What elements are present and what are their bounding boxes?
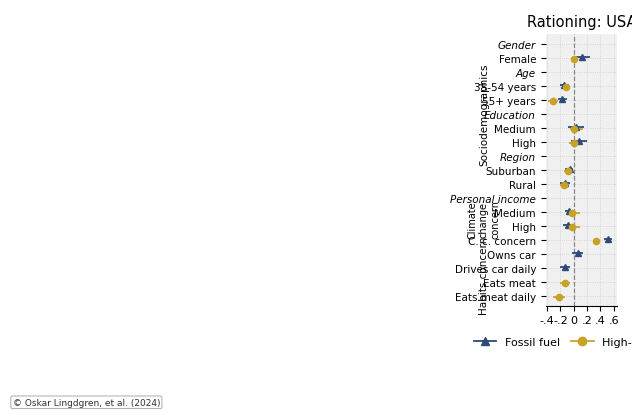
Text: Climate
change
concern: Climate change concern (467, 200, 501, 239)
Text: © Oskar Lingdgren, et al. (2024): © Oskar Lingdgren, et al. (2024) (13, 398, 160, 407)
Title: Rationing: USA: Rationing: USA (526, 15, 632, 30)
Text: Sociodemographics: Sociodemographics (479, 64, 489, 166)
Legend: Fossil fuel, High-impact food: Fossil fuel, High-impact food (470, 333, 632, 352)
Text: Habits concern: Habits concern (479, 236, 489, 314)
